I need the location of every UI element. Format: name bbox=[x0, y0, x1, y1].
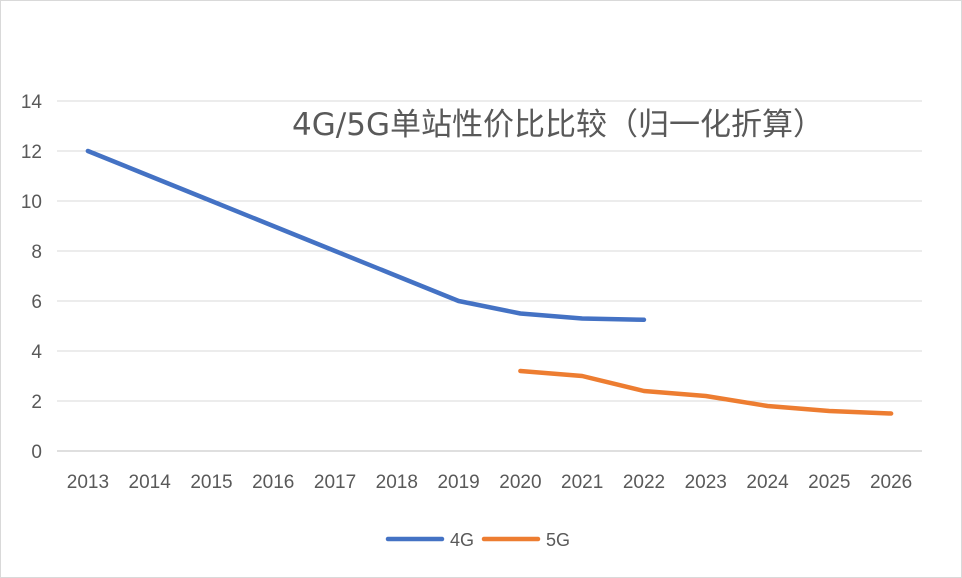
y-tick-label: 10 bbox=[21, 192, 42, 213]
series-lines bbox=[85, 148, 894, 416]
x-tick-label: 2022 bbox=[623, 472, 665, 493]
x-axis-ticks: 2013 2014 2015 2016 2017 2018 2019 2020 2021 2022… bbox=[67, 472, 912, 493]
legend-item-4g: 4G bbox=[385, 530, 474, 550]
x-tick-label: 2024 bbox=[746, 472, 789, 493]
y-tick-label: 6 bbox=[31, 292, 42, 313]
y-tick-label: 4 bbox=[31, 342, 42, 363]
y-tick-label: 8 bbox=[31, 242, 42, 263]
x-tick-label: 2017 bbox=[314, 472, 356, 493]
gridlines bbox=[57, 100, 922, 402]
x-tick-label: 2026 bbox=[870, 472, 912, 493]
x-tick-label: 2013 bbox=[67, 472, 109, 493]
chart-title: 4G/5G单站性价比比较（归一化折算） bbox=[292, 107, 824, 143]
x-tick-label: 2015 bbox=[190, 472, 232, 493]
legend: 4G 5G bbox=[385, 530, 570, 550]
legend-item-5g: 5G bbox=[481, 530, 570, 550]
y-tick-label: 14 bbox=[21, 92, 43, 113]
legend-label: 4G bbox=[450, 530, 474, 550]
legend-label: 5G bbox=[546, 530, 570, 550]
x-tick-label: 2023 bbox=[685, 472, 727, 493]
x-tick-label: 2020 bbox=[499, 472, 541, 493]
x-tick-label: 2016 bbox=[252, 472, 294, 493]
x-tick-label: 2019 bbox=[437, 472, 479, 493]
series-line-4g bbox=[85, 148, 647, 322]
x-tick-label: 2018 bbox=[376, 472, 418, 493]
y-tick-label: 2 bbox=[31, 392, 42, 413]
y-tick-label: 12 bbox=[21, 142, 42, 163]
series-line-5g bbox=[518, 368, 894, 416]
y-axis-ticks: 0 2 4 6 8 10 12 14 bbox=[21, 92, 43, 463]
y-tick-label: 0 bbox=[31, 442, 42, 463]
x-tick-label: 2025 bbox=[808, 472, 850, 493]
x-tick-label: 2021 bbox=[561, 472, 603, 493]
x-tick-label: 2014 bbox=[129, 472, 172, 493]
